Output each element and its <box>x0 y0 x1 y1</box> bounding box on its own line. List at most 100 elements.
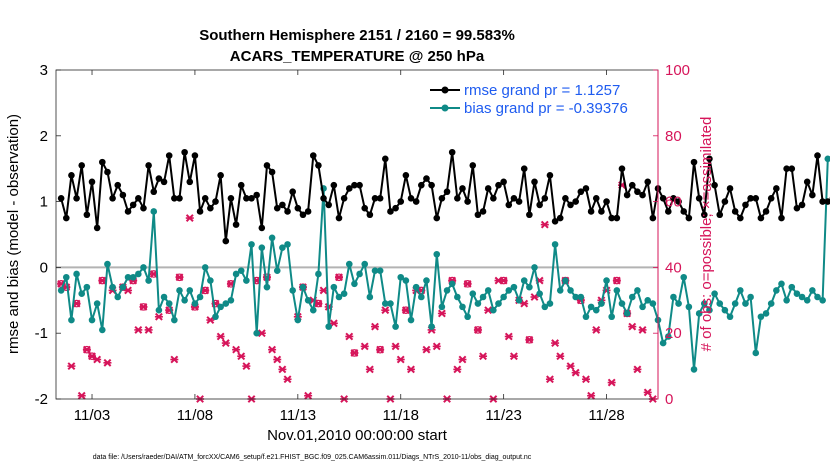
rmse-series-point <box>618 165 626 172</box>
bias-series-point <box>433 250 441 258</box>
bias-series-point <box>135 270 142 278</box>
bias-series-point <box>628 293 636 301</box>
rmse-series-point <box>608 214 615 222</box>
bias-series-point <box>778 280 785 288</box>
chart-subtitle: ACARS_TEMPERATURE @ 250 hPa <box>230 48 485 65</box>
bias-series-point <box>57 287 65 294</box>
rmse-series-point <box>433 214 441 222</box>
rmse-series-point <box>371 195 379 202</box>
y-right-tick-label: 80 <box>665 128 682 145</box>
assimilated-obs-marker <box>154 312 163 321</box>
rmse-series-point <box>551 218 559 225</box>
bias-series-point <box>68 316 75 324</box>
bias-series-point <box>454 293 461 301</box>
bias-series-point <box>767 300 775 307</box>
rmse-series-point <box>191 152 199 159</box>
assimilated-obs-marker <box>365 365 374 374</box>
rmse-series-point <box>500 178 507 186</box>
bias-series-point <box>809 287 816 294</box>
bias-series-point <box>88 316 96 324</box>
bias-series-point <box>423 277 430 284</box>
rmse-series-point <box>155 175 163 182</box>
rmse-series-point <box>711 181 718 189</box>
rmse-series-point <box>731 208 739 215</box>
rmse-series-point <box>757 214 765 222</box>
bias-series-point <box>711 290 718 298</box>
bias-series-point <box>232 270 240 278</box>
rmse-series-point <box>752 195 760 202</box>
bias-series-point <box>608 313 615 321</box>
rmse-series-point <box>464 198 471 205</box>
rmse-series-point <box>109 195 116 202</box>
legend-bias-marker <box>441 104 449 112</box>
rmse-series-point <box>778 214 785 222</box>
rmse-series-point <box>556 214 564 222</box>
assimilated-obs-marker <box>371 322 380 331</box>
bias-series-point <box>752 349 760 357</box>
bias-series-point <box>145 277 152 284</box>
bias-series-point <box>639 303 646 311</box>
assimilated-obs-marker <box>407 365 416 374</box>
rmse-series-point <box>381 155 389 163</box>
rmse-series-point <box>685 214 693 222</box>
rmse-series-point <box>515 198 523 205</box>
rmse-series-point <box>320 195 327 202</box>
x-tick-label: 11/03 <box>74 407 110 424</box>
rmse-series-point <box>304 208 312 215</box>
assimilated-obs-marker <box>437 309 446 318</box>
rmse-series-point <box>62 214 70 222</box>
rmse-series-point <box>428 181 435 189</box>
rmse-series-point <box>721 198 729 205</box>
rmse-series-point <box>217 171 224 179</box>
assimilated-obs-marker <box>633 365 642 374</box>
bias-series-point <box>104 260 111 268</box>
bias-series-point <box>340 290 348 298</box>
bias-series-point <box>773 287 780 294</box>
bias-series-point <box>670 293 677 301</box>
legend-bias-label: bias grand pr = -0.39376 <box>464 100 628 117</box>
bias-series-point <box>176 287 183 294</box>
bias-series-layer <box>57 155 830 373</box>
bias-series-point <box>572 293 579 301</box>
bias-series-point <box>83 283 91 291</box>
rmse-series-point <box>83 211 91 219</box>
bias-series-point <box>93 300 101 307</box>
rmse-series-point <box>99 158 106 166</box>
assimilated-obs-marker <box>381 306 390 315</box>
assimilated-obs-marker <box>345 332 354 341</box>
rmse-series-point <box>335 214 343 222</box>
y-axis-left-label: rmse and bias (model - observation) <box>5 114 22 354</box>
rmse-series-point <box>490 195 497 202</box>
bias-series-point <box>387 300 394 307</box>
y-right-tick-label: 100 <box>665 62 690 79</box>
assimilated-obs-marker <box>628 322 637 331</box>
bias-series-point <box>567 287 574 294</box>
bias-series-point <box>495 300 502 307</box>
assimilated-obs-marker <box>232 345 241 354</box>
bias-series-point <box>160 293 168 301</box>
rmse-series-point <box>541 195 549 202</box>
assimilated-obs-marker <box>134 326 143 334</box>
rmse-series-point <box>315 162 322 169</box>
bias-series-point <box>706 306 713 314</box>
bias-series-point <box>500 293 507 301</box>
bias-series-point <box>268 234 276 242</box>
bias-series-point <box>279 244 286 251</box>
bias-series-point <box>515 297 523 304</box>
bias-series-point <box>577 293 585 301</box>
rmse-series-point <box>562 195 569 202</box>
rmse-series-layer <box>57 148 830 245</box>
y-left-tick-label: 1 <box>40 194 48 211</box>
bias-series-point <box>664 333 672 340</box>
rmse-series-point <box>150 188 158 196</box>
x-tick-label: 11/08 <box>177 407 213 424</box>
assimilated-obs-marker <box>278 365 287 374</box>
assimilated-obs-marker <box>319 286 328 295</box>
rmse-series-point <box>479 208 487 215</box>
rmse-series-point <box>510 195 518 202</box>
rmse-series-point <box>634 188 641 196</box>
bias-series-point <box>603 277 610 284</box>
bias-series-point <box>248 241 255 248</box>
bias-series-point <box>762 310 770 317</box>
rmse-series-point <box>402 171 410 179</box>
